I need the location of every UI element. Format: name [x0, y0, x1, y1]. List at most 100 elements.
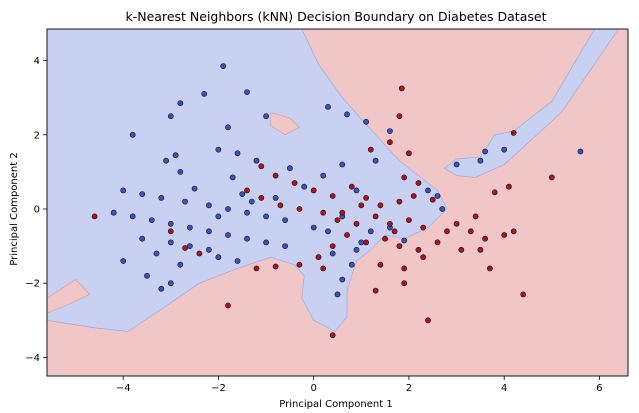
point-class-1: [482, 235, 488, 242]
decision-region-class-0: [47, 29, 448, 332]
point-class-1: [434, 239, 441, 246]
point-class-1: [491, 189, 498, 196]
point-class-0: [263, 113, 269, 120]
point-class-0: [320, 172, 327, 179]
point-class-0: [129, 213, 136, 220]
point-class-0: [253, 157, 260, 164]
point-class-1: [277, 202, 284, 209]
point-class-0: [148, 217, 155, 223]
point-class-1: [548, 174, 555, 181]
point-class-0: [272, 194, 279, 201]
point-class-1: [396, 113, 403, 120]
point-class-0: [129, 131, 136, 138]
point-class-0: [186, 224, 193, 231]
point-class-0: [501, 146, 508, 153]
point-class-0: [439, 206, 446, 212]
point-class-0: [244, 209, 250, 216]
point-class-0: [177, 168, 184, 175]
point-class-0: [325, 104, 331, 110]
point-class-0: [167, 113, 174, 120]
point-class-0: [144, 272, 150, 279]
point-class-0: [234, 258, 241, 264]
point-class-0: [453, 161, 460, 168]
point-class-1: [363, 194, 369, 201]
point-class-1: [396, 198, 403, 205]
point-class-0: [201, 91, 208, 97]
point-class-0: [248, 198, 255, 205]
point-class-0: [282, 243, 288, 249]
point-class-1: [91, 213, 98, 220]
point-class-0: [139, 235, 146, 242]
point-class-1: [334, 217, 341, 223]
point-class-0: [215, 254, 222, 261]
point-class-0: [434, 193, 441, 199]
decision-region-class-0: [444, 29, 619, 178]
point-class-0: [225, 206, 231, 212]
point-class-0: [353, 187, 360, 194]
point-class-0: [167, 239, 174, 246]
point-class-1: [329, 243, 336, 249]
point-class-1: [501, 232, 508, 238]
point-class-1: [386, 220, 393, 227]
point-class-0: [205, 228, 212, 235]
point-class-0: [177, 100, 184, 107]
point-class-1: [391, 228, 398, 235]
y-tick-label: 4: [34, 56, 40, 67]
point-class-0: [263, 239, 269, 246]
point-class-0: [205, 202, 212, 209]
point-class-1: [458, 246, 465, 253]
point-class-0: [182, 198, 188, 205]
point-class-1: [310, 187, 317, 194]
point-class-1: [258, 194, 265, 201]
y-axis-label: Principal Component 2: [9, 152, 20, 265]
point-class-0: [139, 191, 146, 197]
point-class-1: [372, 213, 379, 220]
decision-region-class-1: [47, 279, 91, 314]
point-class-0: [363, 118, 369, 125]
x-tick-label: −2: [211, 383, 226, 394]
point-class-0: [229, 174, 236, 181]
point-class-1: [425, 317, 431, 324]
point-class-1: [363, 239, 369, 246]
point-class-1: [477, 246, 484, 253]
point-class-1: [272, 263, 279, 270]
point-class-1: [329, 193, 336, 199]
point-class-1: [253, 265, 260, 272]
point-class-0: [163, 157, 169, 164]
point-class-1: [344, 232, 350, 238]
point-class-0: [301, 183, 308, 190]
x-tick-label: 0: [311, 383, 317, 394]
point-class-1: [486, 265, 493, 272]
point-class-0: [339, 161, 346, 168]
point-class-0: [334, 291, 341, 298]
point-class-0: [158, 285, 165, 292]
point-class-1: [453, 220, 460, 227]
point-class-1: [401, 174, 408, 181]
point-class-1: [505, 183, 512, 190]
point-class-0: [110, 209, 117, 216]
point-class-0: [239, 191, 246, 197]
y-tick-label: −2: [25, 279, 40, 290]
point-class-1: [377, 202, 384, 209]
decision-region-class-1: [270, 112, 300, 136]
point-class-0: [282, 217, 288, 223]
point-class-0: [225, 124, 231, 131]
point-class-1: [396, 243, 403, 249]
point-class-1: [296, 261, 303, 268]
point-class-1: [329, 332, 336, 339]
x-tick-label: 2: [406, 383, 412, 394]
point-class-1: [167, 228, 174, 235]
point-class-0: [215, 146, 222, 153]
point-class-0: [477, 157, 484, 164]
y-tick-label: 2: [34, 130, 40, 141]
point-class-1: [520, 291, 527, 298]
point-class-1: [410, 193, 417, 199]
point-class-1: [196, 250, 203, 257]
point-class-1: [291, 180, 298, 186]
point-class-1: [420, 254, 427, 261]
point-class-1: [244, 187, 250, 194]
point-class-1: [353, 220, 360, 227]
point-class-0: [191, 185, 198, 192]
point-class-0: [329, 250, 336, 257]
point-class-1: [315, 254, 322, 261]
